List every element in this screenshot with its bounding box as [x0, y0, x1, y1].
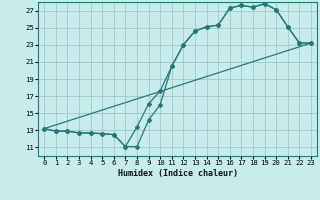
X-axis label: Humidex (Indice chaleur): Humidex (Indice chaleur) [118, 169, 238, 178]
